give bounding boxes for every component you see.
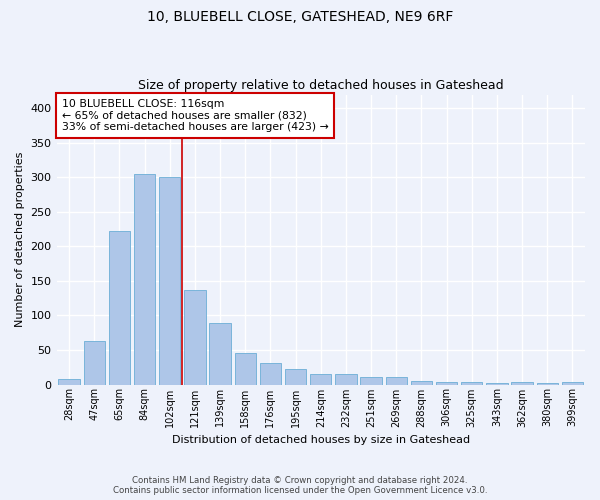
Bar (310, 374, 331, 384)
Bar (486, 383, 508, 384)
Bar (83, 341, 105, 384)
Bar (134, 174, 155, 384)
Title: Size of property relative to detached houses in Gateshead: Size of property relative to detached ho… (138, 79, 503, 92)
Bar (235, 353, 256, 384)
Bar (386, 377, 407, 384)
Bar (411, 381, 432, 384)
Bar (361, 377, 382, 384)
Text: Contains HM Land Registry data © Crown copyright and database right 2024.
Contai: Contains HM Land Registry data © Crown c… (113, 476, 487, 495)
Bar (159, 176, 181, 384)
Bar (436, 382, 457, 384)
Y-axis label: Number of detached properties: Number of detached properties (15, 152, 25, 327)
Bar (184, 290, 206, 384)
Bar (562, 382, 583, 384)
Bar (536, 383, 558, 384)
Bar (209, 323, 231, 384)
Bar (260, 363, 281, 384)
Bar (58, 379, 80, 384)
Bar (109, 232, 130, 384)
Bar (285, 368, 307, 384)
X-axis label: Distribution of detached houses by size in Gateshead: Distribution of detached houses by size … (172, 435, 470, 445)
Text: 10 BLUEBELL CLOSE: 116sqm
← 65% of detached houses are smaller (832)
33% of semi: 10 BLUEBELL CLOSE: 116sqm ← 65% of detac… (62, 99, 329, 132)
Bar (461, 382, 482, 384)
Bar (511, 382, 533, 384)
Bar (335, 374, 356, 384)
Text: 10, BLUEBELL CLOSE, GATESHEAD, NE9 6RF: 10, BLUEBELL CLOSE, GATESHEAD, NE9 6RF (147, 10, 453, 24)
